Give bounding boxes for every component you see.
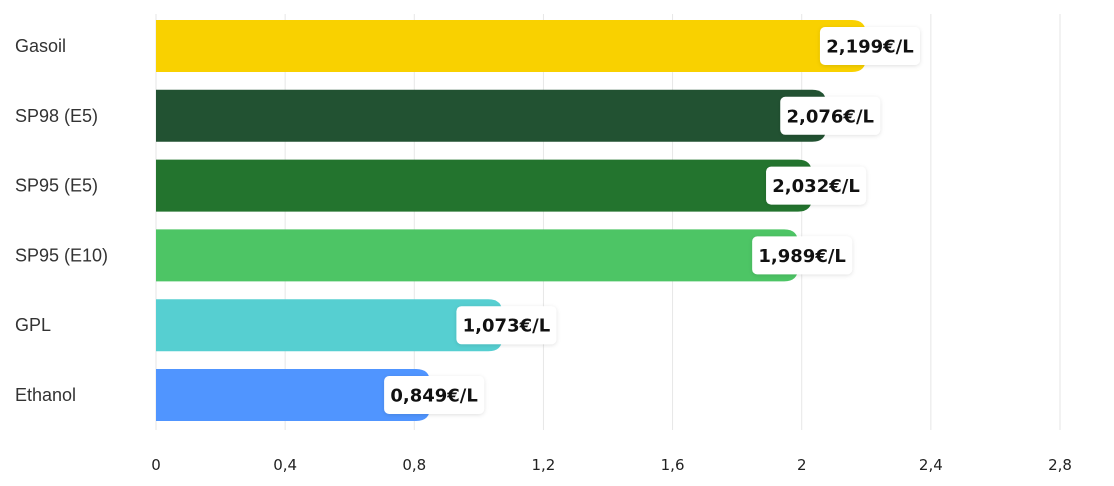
- bar: [156, 20, 866, 72]
- category-label: SP98 (E5): [15, 106, 98, 126]
- category-label: GPL: [15, 315, 51, 335]
- data-label-box: [752, 236, 853, 275]
- bar: [156, 229, 799, 282]
- data-label-box: [384, 376, 485, 414]
- x-tick-label: 0,4: [273, 456, 297, 474]
- data-label: 0,849€/L: [390, 386, 478, 407]
- x-tick-label: 2,8: [1048, 456, 1072, 474]
- category-label: SP95 (E10): [15, 245, 108, 265]
- category-label: SP95 (E5): [15, 176, 98, 196]
- data-label-box: [819, 27, 920, 65]
- x-tick-label: 1,2: [531, 456, 555, 474]
- x-tick-label: 2: [797, 456, 807, 474]
- x-tick-label: 2,4: [919, 456, 943, 474]
- data-label-box: [780, 96, 881, 135]
- data-label: 2,032€/L: [772, 176, 860, 197]
- bar: [156, 299, 503, 352]
- category-label: Ethanol: [15, 385, 76, 405]
- bar: [156, 369, 431, 421]
- x-tick-label: 0: [151, 456, 161, 474]
- data-label-box: [456, 306, 557, 345]
- data-label: 1,073€/L: [463, 316, 551, 337]
- data-label-box: [766, 166, 867, 205]
- x-tick-label: 1,6: [661, 456, 685, 474]
- data-label: 2,199€/L: [826, 37, 914, 58]
- category-label: Gasoil: [15, 36, 66, 56]
- bar: [156, 89, 827, 142]
- data-label: 1,989€/L: [758, 246, 846, 267]
- x-tick-label: 0,8: [402, 456, 426, 474]
- bar: [156, 159, 813, 212]
- data-label: 2,076€/L: [786, 106, 874, 127]
